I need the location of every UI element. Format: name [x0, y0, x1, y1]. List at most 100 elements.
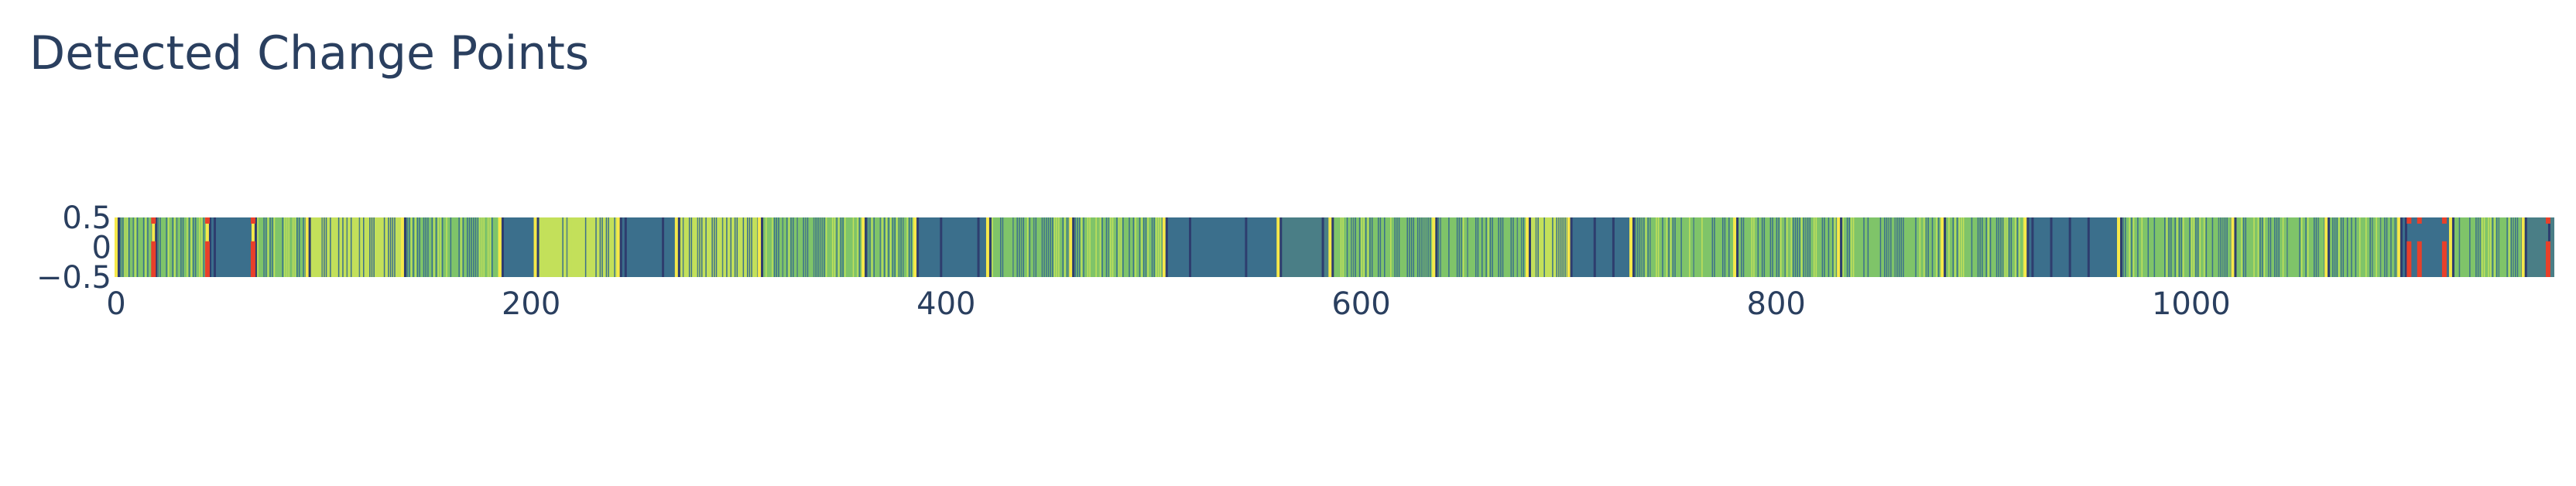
heatmap-cell [415, 217, 416, 277]
heatmap-cell [1083, 217, 1084, 277]
heatmap-cell [1989, 217, 1992, 277]
heatmap-cell [1763, 217, 1766, 277]
heatmap-cell [2307, 217, 2309, 277]
heatmap-cell [2259, 217, 2261, 277]
heatmap-cell [2004, 217, 2006, 277]
heatmap-cell [578, 217, 581, 277]
heatmap-cell [346, 217, 348, 277]
heatmap-cell [1925, 217, 1927, 277]
heatmap-cell [292, 217, 294, 277]
heatmap-cell [819, 217, 821, 277]
heatmap-cell [1101, 217, 1103, 277]
heatmap-cell [732, 217, 734, 277]
heatmap-layer [115, 217, 2554, 277]
heatmap-cell [1002, 217, 1004, 277]
segment-boundary-dark [1165, 217, 1168, 277]
heatmap-cell [2282, 217, 2284, 277]
heatmap-cell [2342, 217, 2345, 277]
heatmap-cell [487, 217, 489, 277]
heatmap-cell [803, 217, 804, 277]
heatmap-cell [551, 217, 553, 277]
heatmap-cell [2317, 217, 2319, 277]
heatmap-cell [1900, 217, 1903, 277]
heatmap-cell [1884, 217, 1886, 277]
heatmap-cell [882, 217, 883, 277]
heatmap-cell [474, 217, 477, 277]
heatmap-cell [363, 217, 365, 277]
heatmap-cell [1371, 217, 1373, 277]
heatmap-cell [1546, 217, 1547, 277]
heatmap-cell [873, 217, 875, 277]
heatmap-cell [1458, 217, 1461, 277]
heatmap-cell [132, 217, 134, 277]
heatmap-cell [136, 217, 139, 277]
segment-boundary-dark [916, 217, 920, 277]
heatmap-cell [703, 217, 705, 277]
heatmap-cell [1145, 217, 1147, 277]
heatmap-cell [2224, 217, 2226, 277]
heatmap-cell [1689, 217, 1690, 277]
heatmap-segment [2450, 217, 2523, 277]
heatmap-cell [834, 217, 836, 277]
heatmap-cell [1552, 217, 1553, 277]
heatmap-cell [2516, 217, 2519, 277]
heatmap-cell [1053, 217, 1056, 277]
heatmap-cell [2178, 217, 2180, 277]
heatmap-cell [1656, 217, 1657, 277]
heatmap-cell [2336, 217, 2338, 277]
heatmap-cell [584, 217, 587, 277]
change-point-marker [2406, 241, 2412, 277]
heatmap-cell [1742, 217, 1745, 277]
heatmap-cell [1670, 217, 1672, 277]
heatmap-cell [601, 217, 603, 277]
heatmap-cell [772, 217, 773, 277]
change-point-marker [250, 241, 255, 277]
heatmap-cell [840, 217, 842, 277]
heatmap-cell [604, 217, 605, 277]
heatmap-cell [736, 217, 738, 277]
heatmap-cell [2488, 217, 2489, 277]
heatmap-cell [1342, 217, 1344, 277]
heatmap-cell [389, 217, 392, 277]
heatmap-cell [203, 217, 205, 277]
segment-boundary-dark [619, 217, 622, 277]
heatmap-cell [730, 217, 732, 277]
heatmap-cell [1958, 217, 1961, 277]
heatmap-cell [1492, 217, 1493, 277]
heatmap-cell [1016, 217, 1018, 277]
heatmap-cell [1489, 217, 1492, 277]
heatmap-cell [755, 217, 757, 277]
heatmap-cell [1141, 217, 1142, 277]
heatmap-cell [284, 217, 286, 277]
heatmap-cell [1807, 217, 1809, 277]
heatmap-cell [543, 217, 545, 277]
heatmap-cell [871, 217, 873, 277]
heatmap-cell [977, 217, 980, 277]
segment-boundary-dark [403, 217, 406, 277]
heatmap-cell [1805, 217, 1807, 277]
heatmap-cell [786, 217, 788, 277]
heatmap-cell [992, 217, 993, 277]
heatmap-cell [1413, 217, 1415, 277]
heatmap-cell [1409, 217, 1410, 277]
heatmap-cell [821, 217, 823, 277]
heatmap-cell [388, 217, 389, 277]
heatmap-cell [265, 217, 267, 277]
heatmap-cell [1971, 217, 1973, 277]
heatmap-cell [1461, 217, 1462, 277]
segment-boundary [2023, 217, 2027, 277]
heatmap-cell [2479, 217, 2481, 277]
heatmap-cell [331, 217, 334, 277]
heatmap-cell [1467, 217, 1468, 277]
heatmap-cell [813, 217, 815, 277]
heatmap-cell [194, 217, 197, 277]
heatmap-cell [1369, 217, 1371, 277]
heatmap-cell [766, 217, 767, 277]
heatmap-cell [327, 217, 329, 277]
heatmap-cell [2122, 217, 2124, 277]
heatmap-cell [1108, 217, 1109, 277]
heatmap-cell [541, 217, 543, 277]
heatmap-cell [1058, 217, 1060, 277]
heatmap-cell [742, 217, 745, 277]
